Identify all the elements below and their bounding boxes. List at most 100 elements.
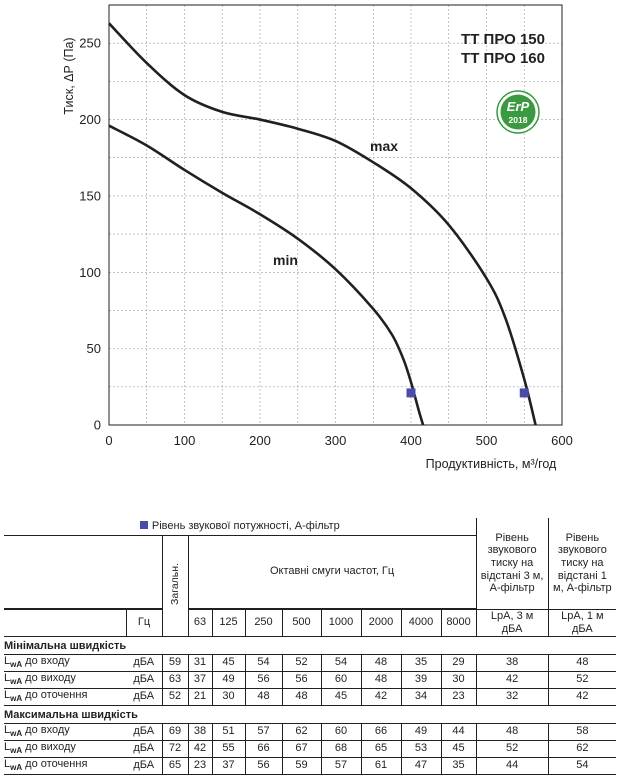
band-value: 57 — [320, 756, 362, 775]
lpa-3m-value: 42 — [475, 670, 549, 689]
group-title: Мінімальна швидкість — [4, 636, 617, 655]
x-tick-label: 400 — [400, 433, 422, 448]
table-row: LwA до виходу дБА 63 37 49 56 56 60 48 39 30 42 52 — [4, 670, 617, 689]
pressure-3m-header: Рівень звукового тиску на відстані 3 м, … — [475, 518, 549, 610]
band-value: 44 — [440, 722, 477, 741]
hz-spacer — [4, 608, 126, 637]
band-value: 30 — [440, 670, 477, 689]
plot-frame — [108, 4, 563, 426]
empty-header-cell — [4, 534, 162, 609]
band-value: 68 — [320, 739, 362, 758]
band-value: 61 — [360, 756, 402, 775]
total-header-label: Загальн. — [168, 562, 181, 605]
band-value: 31 — [187, 653, 213, 672]
row-name: до оточення — [22, 758, 88, 771]
row-unit: дБА — [126, 670, 163, 689]
band-value: 56 — [281, 670, 322, 689]
band-value: 66 — [360, 722, 402, 741]
lpa-1m-value: 54 — [547, 756, 617, 775]
erp-badge-text: ErP — [507, 99, 530, 114]
row-label: LwA до входу — [4, 722, 126, 741]
band-value: 57 — [244, 722, 283, 741]
band-value: 45 — [211, 653, 246, 672]
symbol-l: L — [4, 724, 11, 737]
band-8000: 8000 — [440, 608, 477, 637]
band-value: 54 — [320, 653, 362, 672]
band-value: 53 — [400, 739, 442, 758]
total-header: Загальн. — [161, 534, 189, 637]
legend-marker — [139, 520, 148, 529]
curve-label-max: max — [370, 138, 398, 154]
legend-cell: Рівень звукової потужності, А-фільтр — [4, 518, 477, 536]
symbol-subscript: wA — [10, 660, 23, 670]
lpa-1m-value: 58 — [547, 722, 617, 741]
grid — [108, 5, 563, 426]
band-value: 47 — [400, 756, 442, 775]
operating-point-min — [406, 388, 416, 398]
group-title: Максимальна швидкість — [4, 705, 617, 724]
row-name: до входу — [22, 655, 70, 668]
x-tick-label: 600 — [551, 433, 573, 448]
lpa-1m-value: 52 — [547, 670, 617, 689]
y-tick-label: 250 — [79, 36, 101, 51]
symbol-l: L — [4, 741, 11, 754]
curves: max min — [108, 22, 537, 426]
row-label: LwA до оточення — [4, 687, 126, 706]
row-label: LwA до входу — [4, 653, 126, 672]
bands-header: Октавні смуги частот, Гц — [187, 534, 477, 609]
pressure-1m-header: Рівень звукового тиску на відстані 1 м, … — [547, 518, 617, 610]
band-2000: 2000 — [360, 608, 402, 637]
row-label: LwA до виходу — [4, 670, 126, 689]
row-name: до виходу — [22, 672, 76, 685]
row-name: до входу — [22, 724, 70, 737]
x-axis-ticks: 0 100 200 300 400 500 600 — [105, 433, 572, 448]
lpa-1m-value: 42 — [547, 687, 617, 706]
table-group-row: Мінімальна швидкість — [4, 636, 617, 655]
band-value: 54 — [244, 653, 283, 672]
band-value: 30 — [211, 687, 246, 706]
band-500: 500 — [281, 608, 322, 637]
y-tick-label: 0 — [94, 418, 101, 433]
erp-badge-disc — [500, 94, 536, 130]
table-group-row: Максимальна швидкість — [4, 705, 617, 724]
hz-label: Гц — [125, 608, 163, 637]
band-value: 39 — [400, 670, 442, 689]
lpa-3m-value: 52 — [475, 739, 549, 758]
table-row: LwA до оточення дБА 65 23 37 56 59 57 61 47 35 44 54 — [4, 756, 617, 775]
lpa-1m-value: 48 — [547, 653, 617, 672]
band-value: 45 — [320, 687, 362, 706]
band-value: 66 — [244, 739, 283, 758]
band-value: 49 — [400, 722, 442, 741]
band-value: 67 — [281, 739, 322, 758]
y-axis-label: Тиск, ΔР (Па) — [62, 37, 76, 114]
curve-label-min: min — [273, 252, 298, 268]
model-title-1: ТТ ПРО 150 — [461, 31, 545, 48]
symbol-subscript: wA — [10, 694, 23, 704]
band-4000: 4000 — [400, 608, 442, 637]
lpa-3m-label: LpA, 3 м дБА — [475, 608, 549, 637]
x-tick-label: 500 — [476, 433, 498, 448]
symbol-l: L — [4, 655, 11, 668]
band-value: 45 — [440, 739, 477, 758]
band-value: 60 — [320, 722, 362, 741]
band-value: 37 — [187, 670, 213, 689]
y-tick-label: 50 — [87, 341, 101, 356]
x-tick-label: 0 — [105, 433, 112, 448]
total-value: 63 — [161, 670, 189, 689]
sound-table: Рівень звукової потужності, А-фільтр Рів… — [4, 518, 617, 775]
y-tick-label: 200 — [79, 112, 101, 127]
band-value: 48 — [360, 653, 402, 672]
band-value: 38 — [187, 722, 213, 741]
band-value: 51 — [211, 722, 246, 741]
total-value: 59 — [161, 653, 189, 672]
curve-min — [108, 124, 425, 426]
lpa-3m-value: 44 — [475, 756, 549, 775]
lpa-1m-value: 62 — [547, 739, 617, 758]
row-unit: дБА — [126, 653, 163, 672]
band-250: 250 — [244, 608, 283, 637]
symbol-l: L — [4, 672, 11, 685]
model-title-2: ТТ ПРО 160 — [461, 50, 545, 67]
symbol-subscript: wA — [10, 763, 23, 773]
total-value: 72 — [161, 739, 189, 758]
band-value: 55 — [211, 739, 246, 758]
